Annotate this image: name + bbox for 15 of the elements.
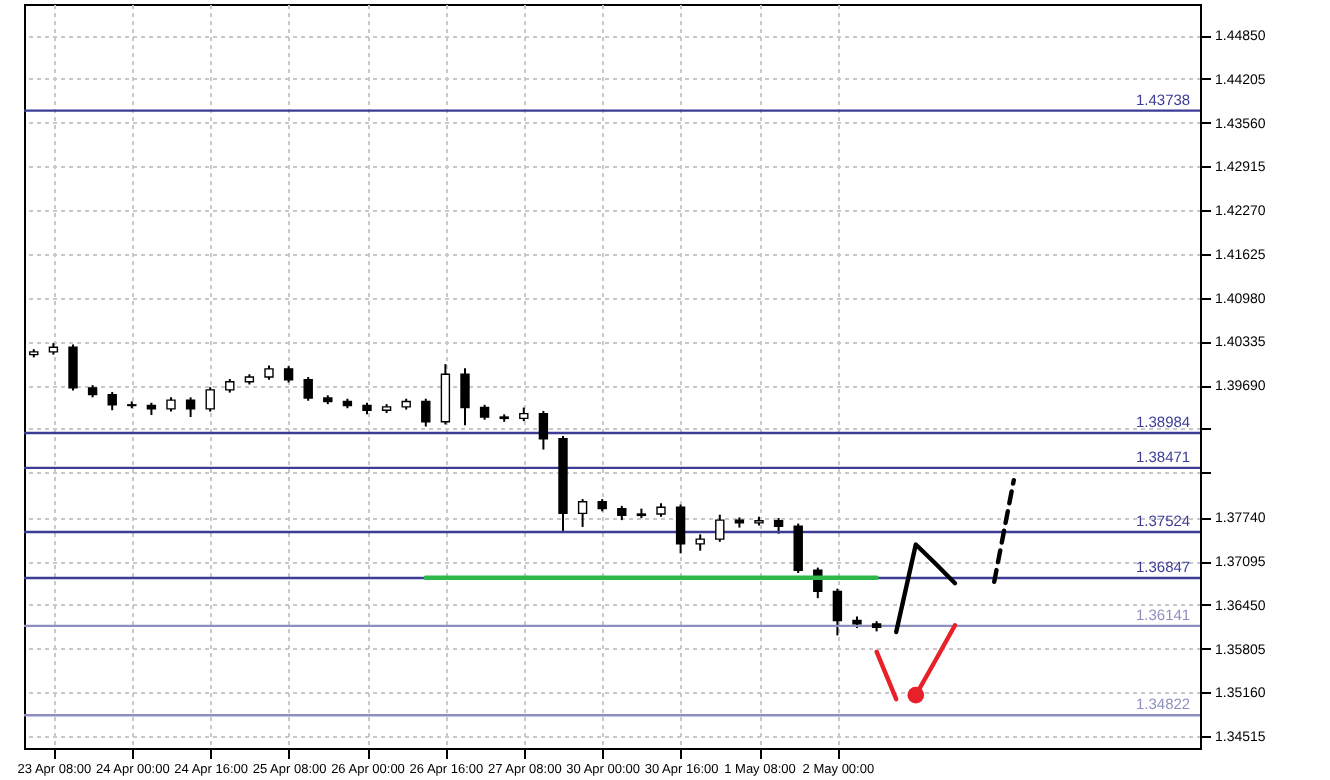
candlestick [440,363,451,426]
candlestick [68,343,78,392]
line-series [894,542,958,635]
candlestick [538,409,549,451]
candlestick [793,522,803,575]
candlestick [303,376,313,402]
candlestick [185,396,196,419]
candlestick [107,390,117,412]
candlestick [715,513,725,543]
candlestick [421,397,431,428]
candlestick [460,367,470,427]
candlestick [832,587,843,637]
candlestick [577,498,588,528]
candlestick [205,386,215,413]
candlestick [675,503,686,555]
